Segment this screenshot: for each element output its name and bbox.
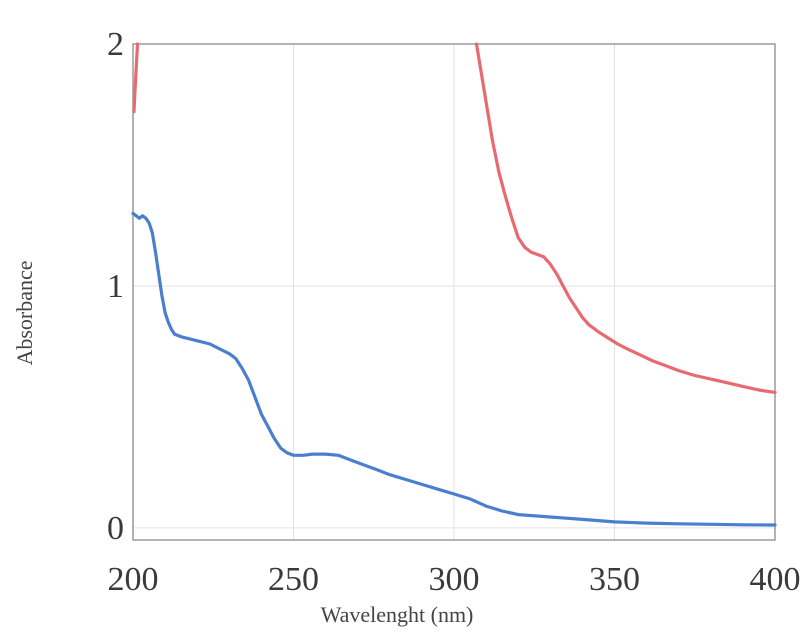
y-tick-label: 0 bbox=[107, 510, 124, 547]
x-tick-label: 400 bbox=[750, 561, 801, 598]
series-line-1 bbox=[474, 42, 777, 394]
x-tick-labels: 200 250 300 350 400 bbox=[108, 561, 801, 598]
series-line-1 bbox=[132, 42, 140, 114]
x-tick-label: 300 bbox=[429, 561, 480, 598]
y-tick-label: 1 bbox=[107, 268, 124, 305]
y-tick-label: 2 bbox=[107, 26, 124, 63]
series-line-2 bbox=[131, 211, 777, 527]
x-tick-label: 350 bbox=[589, 561, 640, 598]
plot-frame bbox=[132, 43, 776, 541]
x-tick-label: 200 bbox=[108, 561, 159, 598]
y-axis-title: Absorbance bbox=[12, 260, 37, 365]
x-axis-title: Wavelenght (nm) bbox=[321, 602, 474, 627]
x-tick-label: 250 bbox=[268, 561, 319, 598]
series-group bbox=[131, 42, 777, 527]
y-tick-labels: 0 1 2 bbox=[107, 26, 124, 547]
grid bbox=[132, 43, 776, 540]
